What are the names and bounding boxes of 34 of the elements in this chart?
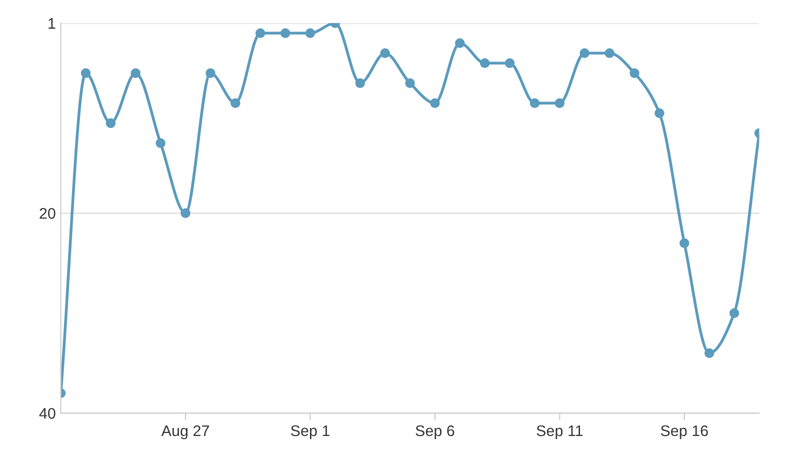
point [355,78,365,88]
point [80,68,91,78]
point [504,58,515,68]
point [704,348,714,358]
point [654,108,664,118]
point [106,118,116,128]
point [280,28,290,38]
x-tick-label: Aug 27 [161,425,209,440]
point [380,48,390,58]
point [729,308,740,318]
point [604,48,614,58]
point [206,68,216,78]
x-tick-label: Sep 6 [416,425,454,440]
point [554,98,565,108]
point [305,28,316,38]
y-tick-label: 40 [39,408,56,419]
x-tick-label: Sep 11 [536,425,583,440]
point [530,98,540,108]
point [480,58,490,68]
x-tick-label: Sep 1 [290,425,330,440]
point [580,48,590,58]
point [680,238,690,248]
point [455,38,465,48]
y-tick-label: 1 [48,18,56,29]
y-tick-label: 20 [40,208,56,219]
point [130,68,140,78]
point [230,98,240,108]
point [430,98,440,108]
point [156,138,166,148]
point [180,208,190,218]
point [630,68,640,78]
point [255,28,266,38]
point [405,78,415,88]
x-tick-label: Sep 16 [660,425,708,440]
